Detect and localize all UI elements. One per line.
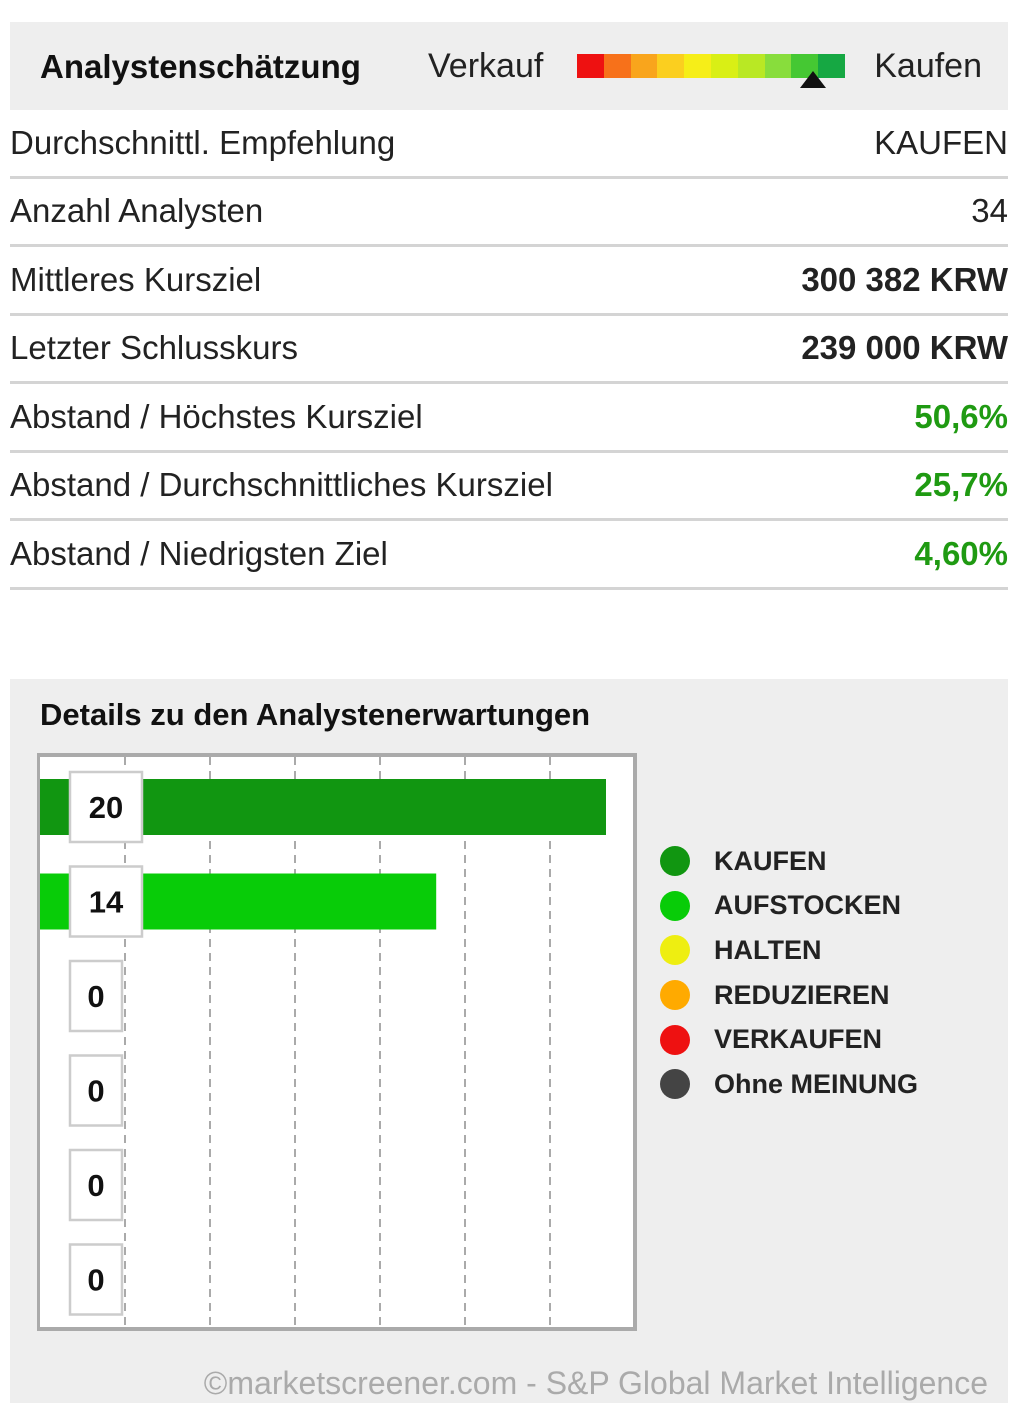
- legend-item: KAUFEN: [660, 839, 918, 884]
- metric-row: Anzahl Analysten 34: [10, 179, 1008, 247]
- legend-item: AUFSTOCKEN: [660, 884, 918, 929]
- value-label-box: [68, 770, 144, 844]
- scale-right-label: Kaufen: [874, 47, 982, 85]
- value-label-box: [68, 1054, 124, 1127]
- legend-label: AUFSTOCKEN: [714, 890, 902, 921]
- legend-label: VERKAUFEN: [714, 1024, 883, 1055]
- scale-segment: [737, 54, 765, 78]
- legend-item: REDUZIEREN: [660, 973, 918, 1018]
- value-label-box: [68, 1148, 124, 1222]
- scale-segment: [657, 54, 685, 78]
- metric-label: Durchschnittl. Empfehlung: [10, 123, 396, 161]
- analyst-bar-chart: 20 14 0 0 0 0: [37, 753, 637, 1331]
- metric-value: 4,60%: [914, 534, 1008, 572]
- rating-marker-icon: [799, 71, 826, 88]
- legend-label: Ohne MEINUNG: [714, 1068, 919, 1099]
- metric-value: KAUFEN: [874, 123, 1008, 161]
- scale-left-label: Verkauf: [428, 47, 544, 85]
- legend-dot-icon: [660, 1069, 690, 1100]
- legend-dot-icon: [660, 846, 690, 877]
- legend-item: VERKAUFEN: [660, 1017, 918, 1062]
- chart-legend: KAUFEN AUFSTOCKEN HALTEN REDUZIEREN VERKAUFE…: [660, 839, 918, 1107]
- value-label: 20: [89, 790, 123, 825]
- value-label-box: [68, 1243, 124, 1316]
- legend-label: REDUZIEREN: [714, 979, 890, 1010]
- legend-item: Ohne MEINUNG: [660, 1062, 918, 1107]
- metric-label: Abstand / Niedrigsten Ziel: [10, 534, 388, 572]
- metric-value: 300 382 KRW: [801, 260, 1008, 298]
- metric-value: 50,6%: [914, 397, 1008, 435]
- metric-label: Letzter Schlusskurs: [10, 329, 298, 367]
- details-title: Details zu den Analystenerwartungen: [40, 697, 591, 732]
- scale-segment: [630, 54, 658, 78]
- scale-segment: [684, 54, 711, 78]
- value-label-box: [68, 959, 124, 1033]
- copyright-notice: ©marketscreener.com - S&P Global Market …: [203, 1365, 988, 1401]
- scale-segment: [710, 54, 738, 78]
- metrics-table: Durchschnittl. Empfehlung KAUFEN Anzahl An…: [10, 110, 1008, 590]
- rating-scale-bar: [577, 54, 845, 78]
- scale-segment: [603, 54, 631, 78]
- scale-segment: [764, 54, 792, 78]
- metric-row: Letzter Schlusskurs 239 000 KRW: [10, 316, 1008, 384]
- metric-value: 25,7%: [914, 466, 1008, 504]
- metric-row: Durchschnittl. Empfehlung KAUFEN: [10, 110, 1008, 179]
- metric-label: Abstand / Durchschnittliches Kursziel: [10, 466, 553, 504]
- legend-item: HALTEN: [660, 928, 918, 973]
- value-label: 0: [87, 1263, 104, 1298]
- legend-dot-icon: [660, 1024, 690, 1055]
- legend-label: HALTEN: [714, 934, 822, 965]
- legend-dot-icon: [660, 980, 690, 1011]
- legend-dot-icon: [660, 890, 690, 921]
- value-label: 0: [87, 1074, 104, 1109]
- analyst-details-panel: Details zu den Analystenerwartungen 20 14…: [10, 679, 1008, 1403]
- metric-label: Abstand / Höchstes Kursziel: [10, 397, 423, 435]
- metric-row: Abstand / Höchstes Kursziel 50,6%: [10, 384, 1008, 453]
- metric-row: Abstand / Niedrigsten Ziel 4,60%: [10, 521, 1008, 590]
- metric-row: Abstand / Durchschnittliches Kursziel 25,…: [10, 453, 1008, 521]
- metric-row: Mittleres Kursziel 300 382 KRW: [10, 247, 1008, 316]
- metric-value: 239 000 KRW: [801, 329, 1008, 367]
- value-label: 14: [89, 885, 124, 920]
- scale-segment: [577, 54, 604, 78]
- header-title: Analystenschätzung: [40, 48, 361, 85]
- metric-value: 34: [971, 192, 1008, 230]
- value-label: 0: [87, 1168, 104, 1203]
- legend-label: KAUFEN: [714, 845, 827, 876]
- value-label-box: [68, 865, 144, 938]
- metric-label: Anzahl Analysten: [10, 192, 264, 230]
- recommendation-header: Analystenschätzung Verkauf Kaufen: [10, 22, 1008, 110]
- metric-label: Mittleres Kursziel: [10, 260, 262, 298]
- value-label: 0: [87, 979, 104, 1014]
- legend-dot-icon: [660, 935, 690, 966]
